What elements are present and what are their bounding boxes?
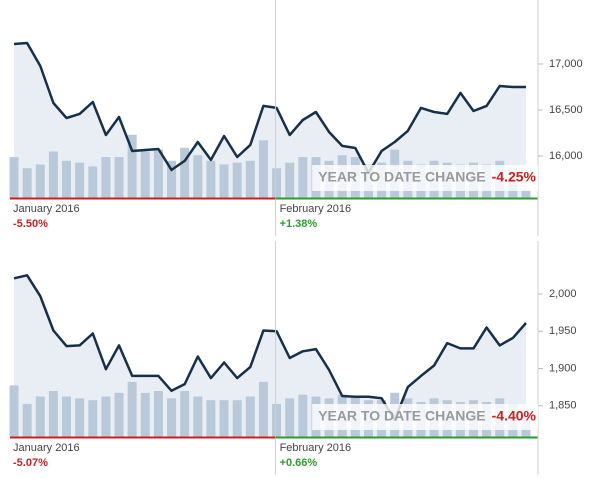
volume-bar: [258, 381, 268, 437]
volume-bar: [245, 160, 255, 198]
volume-bar: [180, 391, 190, 437]
volume-bar: [114, 392, 124, 437]
y-tick-label: 1,950: [549, 325, 577, 337]
volume-bar: [88, 400, 98, 437]
volume-bar: [101, 157, 111, 198]
volume-bar: [272, 403, 282, 437]
annotation-box: [312, 165, 538, 191]
y-tick-label: 2,000: [549, 288, 577, 300]
volume-bar: [167, 160, 177, 198]
volume-bar: [22, 403, 32, 437]
volume-bar: [127, 134, 137, 198]
y-tick-label: 1,850: [549, 400, 577, 412]
volume-bar: [193, 396, 203, 437]
y-tick-label: 1,900: [549, 362, 577, 374]
volume-bar: [206, 400, 216, 437]
volume-bar: [272, 168, 282, 198]
volume-bar: [101, 396, 111, 437]
price-line: [13, 274, 527, 422]
month-label: January 2016: [13, 203, 80, 215]
volume-bar: [114, 157, 124, 198]
volume-bar: [127, 381, 137, 437]
volume-bar: [285, 162, 295, 198]
volume-bar: [9, 385, 19, 437]
volume-bar: [140, 151, 150, 198]
ytd-change-label: YEAR TO DATE CHANGE: [318, 169, 486, 185]
volume-bar: [232, 162, 242, 198]
volume-bar: [35, 164, 45, 198]
volume-bar: [167, 398, 177, 437]
volume-bar: [9, 157, 19, 198]
volume-bar: [245, 396, 255, 437]
volume-bar: [285, 398, 295, 437]
volume-bar: [140, 392, 150, 437]
chart: January 2016 -5.50% February 2016 +1.38% 16,…: [9, 0, 583, 236]
month-change: +0.66%: [280, 457, 318, 469]
volume-bar: [298, 394, 308, 437]
volume-bar: [62, 160, 72, 198]
price-line: [13, 41, 526, 175]
volume-bar: [75, 162, 85, 198]
chart: January 2016 -5.07% February 2016 +0.66% 1,8…: [9, 241, 577, 475]
volume-bar: [22, 168, 32, 198]
ytd-change-value: -4.40%: [492, 408, 537, 424]
ytd-change-value: -4.25%: [492, 169, 537, 185]
volume-bar: [88, 166, 98, 198]
volume-bar: [232, 400, 242, 437]
month-label: January 2016: [13, 442, 80, 454]
volume-bar: [298, 157, 308, 198]
volume-bar: [48, 391, 58, 437]
volume-bar: [180, 147, 190, 198]
volume-bar: [75, 398, 85, 437]
y-tick-label: 16,500: [549, 104, 583, 116]
y-tick-label: 16,000: [549, 150, 583, 162]
volume-bar: [219, 164, 229, 198]
volume-bar: [219, 400, 229, 437]
volume-bar: [206, 160, 216, 198]
month-label: February 2016: [280, 442, 352, 454]
month-change: +1.38%: [280, 218, 318, 230]
volume-bar: [62, 396, 72, 437]
month-change: -5.07%: [13, 457, 48, 469]
volume-bar: [35, 396, 45, 437]
volume-bar: [48, 151, 58, 198]
y-tick-label: 17,000: [549, 58, 583, 70]
volume-bar: [153, 391, 163, 437]
volume-bar: [258, 140, 268, 198]
volume-bar: [153, 149, 163, 198]
month-label: February 2016: [280, 203, 352, 215]
volume-bar: [193, 155, 203, 198]
ytd-change-label: YEAR TO DATE CHANGE: [318, 408, 486, 424]
month-change: -5.50%: [13, 218, 48, 230]
annotation-box: [312, 404, 538, 430]
volume-bar: [521, 190, 531, 198]
